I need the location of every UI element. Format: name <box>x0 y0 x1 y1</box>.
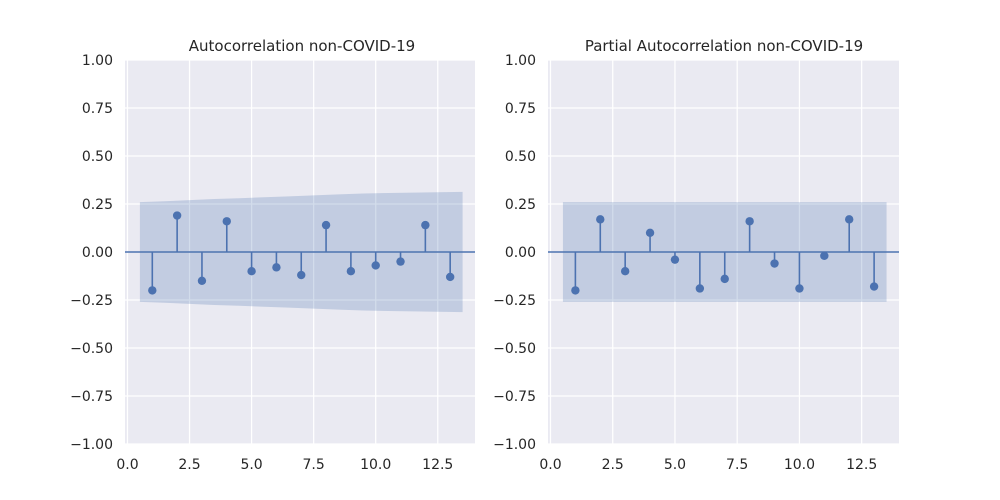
y-tick-label: 0.75 <box>82 101 113 117</box>
x-tick-label: 5.0 <box>664 457 686 473</box>
stem-marker <box>620 267 630 276</box>
stem-marker <box>445 272 455 282</box>
x-tick-label: 7.5 <box>303 457 325 473</box>
x-tick-label: 0.0 <box>539 457 561 473</box>
y-tick-label: −0.25 <box>70 293 113 309</box>
stem-marker <box>421 220 430 230</box>
stem-marker <box>845 215 854 224</box>
y-tick-label: 0.50 <box>505 149 536 165</box>
stem-marker <box>645 228 655 237</box>
y-tick-label: 1.00 <box>82 53 113 69</box>
y-tick-label: 1.00 <box>505 53 536 69</box>
y-tick-label: −0.50 <box>493 341 536 357</box>
stem-marker <box>720 274 729 284</box>
stem-marker <box>596 215 605 224</box>
y-tick-label: 0.75 <box>505 101 536 117</box>
x-tick-label: 0.0 <box>116 457 138 473</box>
stem-marker <box>396 257 405 266</box>
stem-marker <box>371 261 380 270</box>
stem-marker <box>795 284 804 293</box>
stem-marker <box>770 259 779 268</box>
chart-title: Partial Autocorrelation non-COVID-19 <box>585 37 863 55</box>
y-tick-label: −1.00 <box>70 437 113 453</box>
y-tick-label: −0.50 <box>70 341 113 357</box>
chart-title: Autocorrelation non-COVID-19 <box>189 37 415 55</box>
x-tick-label: 12.5 <box>846 457 877 473</box>
stem-marker <box>695 284 705 293</box>
y-tick-label: 0.25 <box>82 197 113 213</box>
y-tick-label: −0.75 <box>70 389 113 405</box>
x-tick-label: 12.5 <box>422 457 453 473</box>
y-tick-label: 0.00 <box>82 245 113 261</box>
stem-marker <box>321 220 331 230</box>
stem-marker <box>247 267 256 276</box>
y-tick-label: −0.25 <box>493 293 536 309</box>
autocorrelation-panel: Autocorrelation non-COVID-19 1.00 0.75 0.5… <box>70 37 475 473</box>
y-tick-label: −1.00 <box>493 437 536 453</box>
y-tick-label: 0.50 <box>82 149 113 165</box>
stem-marker <box>297 270 306 280</box>
x-tick-label: 2.5 <box>178 457 200 473</box>
partial-autocorrelation-panel: Partial Autocorrelation non-COVID-19 1.0… <box>493 37 899 473</box>
x-tick-label: 7.5 <box>726 457 748 473</box>
stem-marker <box>571 286 580 295</box>
stem-marker <box>820 251 829 261</box>
y-tick-label: −0.75 <box>493 389 536 405</box>
x-tick-label: 5.0 <box>240 457 262 473</box>
y-tick-label: 0.25 <box>505 197 536 213</box>
stem-marker <box>670 255 680 264</box>
stem-marker <box>272 263 281 272</box>
stem-marker <box>172 211 182 220</box>
stem-marker <box>869 282 879 291</box>
stem-marker <box>222 217 231 226</box>
y-tick-label: 0.00 <box>505 245 536 261</box>
stem-marker <box>197 276 207 285</box>
x-tick-label: 10.0 <box>360 457 391 473</box>
stem-marker <box>346 267 356 276</box>
x-tick-label: 2.5 <box>602 457 624 473</box>
x-tick-label: 10.0 <box>784 457 815 473</box>
stem-marker <box>745 217 754 226</box>
stem-marker <box>148 286 157 295</box>
